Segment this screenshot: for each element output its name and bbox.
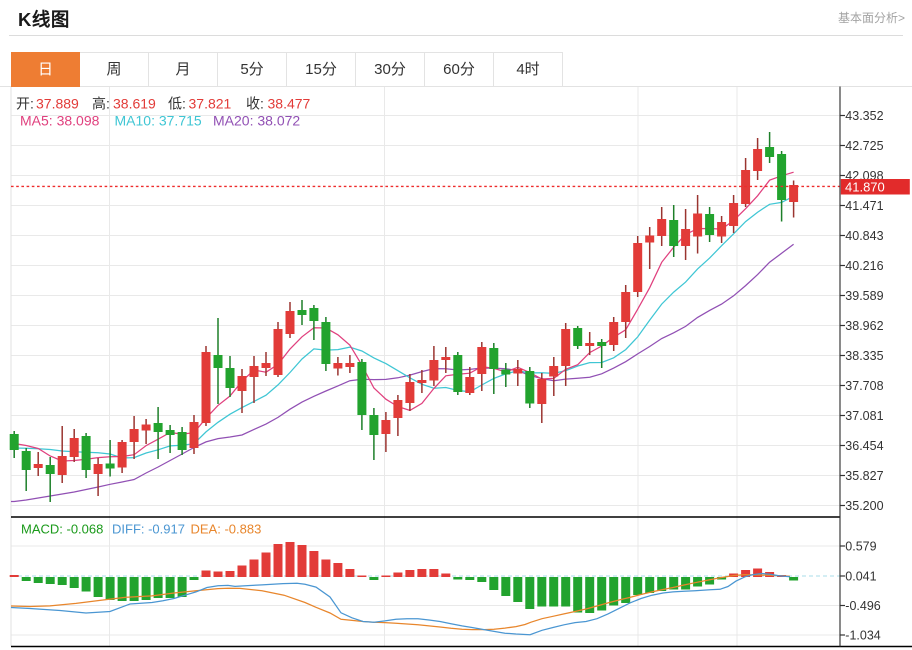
svg-text:35.200: 35.200 — [845, 499, 883, 513]
svg-text:42.725: 42.725 — [845, 139, 883, 153]
svg-text:38.477: 38.477 — [268, 96, 311, 112]
svg-text:43.352: 43.352 — [845, 109, 883, 123]
svg-text:36.454: 36.454 — [845, 439, 883, 453]
svg-text:0.579: 0.579 — [845, 540, 876, 554]
svg-text:-1.034: -1.034 — [845, 629, 880, 643]
svg-text:40.216: 40.216 — [845, 259, 883, 273]
svg-text:MA10: 37.715: MA10: 37.715 — [115, 113, 202, 129]
svg-text:35.827: 35.827 — [845, 469, 883, 483]
svg-text:37.081: 37.081 — [845, 409, 883, 423]
svg-text:40.843: 40.843 — [845, 229, 883, 243]
svg-text:38.962: 38.962 — [845, 319, 883, 333]
svg-text:37.889: 37.889 — [36, 96, 79, 112]
svg-text:39.589: 39.589 — [845, 289, 883, 303]
svg-text:37.708: 37.708 — [845, 379, 883, 393]
svg-text:MA5: 38.098: MA5: 38.098 — [20, 113, 100, 129]
svg-text:0.041: 0.041 — [845, 570, 876, 584]
svg-text:38.619: 38.619 — [113, 96, 156, 112]
svg-text:41.870: 41.870 — [845, 180, 885, 195]
svg-text:41.471: 41.471 — [845, 199, 883, 213]
svg-text:37.821: 37.821 — [189, 96, 232, 112]
svg-text:DIFF: -0.917: DIFF: -0.917 — [112, 522, 185, 537]
svg-text:MACD: -0.068: MACD: -0.068 — [21, 522, 103, 537]
svg-text:收:: 收: — [246, 96, 264, 112]
svg-text:高:: 高: — [92, 96, 110, 112]
svg-text:-0.496: -0.496 — [845, 599, 880, 613]
svg-text:低:: 低: — [168, 96, 186, 112]
svg-text:开:: 开: — [16, 96, 34, 112]
svg-text:38.335: 38.335 — [845, 349, 883, 363]
svg-text:DEA: -0.883: DEA: -0.883 — [191, 522, 262, 537]
svg-text:MA20: 38.072: MA20: 38.072 — [213, 113, 300, 129]
